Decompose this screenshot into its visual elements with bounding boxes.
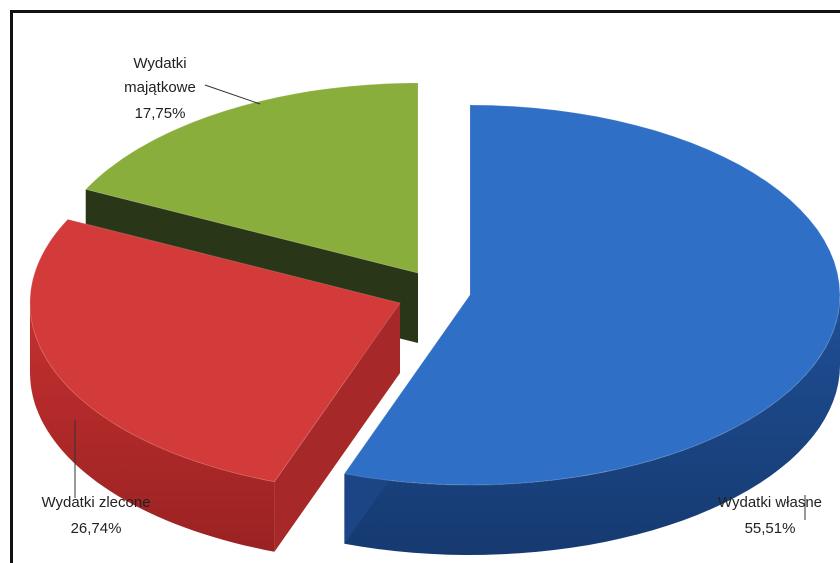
label-zlecone-name: Wydatki zlecone (41, 494, 150, 511)
leader-majatkowe (204, 84, 261, 105)
label-majatkowe-line2: majątkowe (124, 79, 196, 96)
leader-lines (74, 84, 806, 520)
slice-wydatki-własne-side (344, 295, 840, 555)
slice-wydatki-zlecone-top (29, 218, 401, 483)
label-majatkowe-value: 17,75% (135, 105, 186, 122)
label-wlasne-name: Wydatki własne (718, 494, 822, 511)
slice-wydatki-majątkowe-top (84, 82, 419, 274)
slice-wydatki-zlecone-cut-0 (274, 303, 400, 552)
label-majatkowe-line1: Wydatki (133, 55, 186, 72)
label-zlecone-value: 26,74% (71, 520, 122, 537)
label-wlasne-value: 55,51% (745, 520, 796, 537)
pie-slices (29, 82, 840, 555)
slice-wydatki-własne-top (343, 104, 840, 486)
slice-wydatki-zlecone-side (30, 303, 275, 552)
